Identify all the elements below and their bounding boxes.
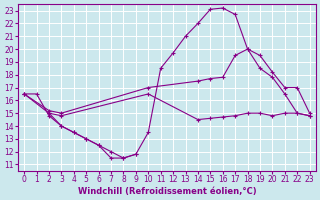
X-axis label: Windchill (Refroidissement éolien,°C): Windchill (Refroidissement éolien,°C) xyxy=(77,187,256,196)
